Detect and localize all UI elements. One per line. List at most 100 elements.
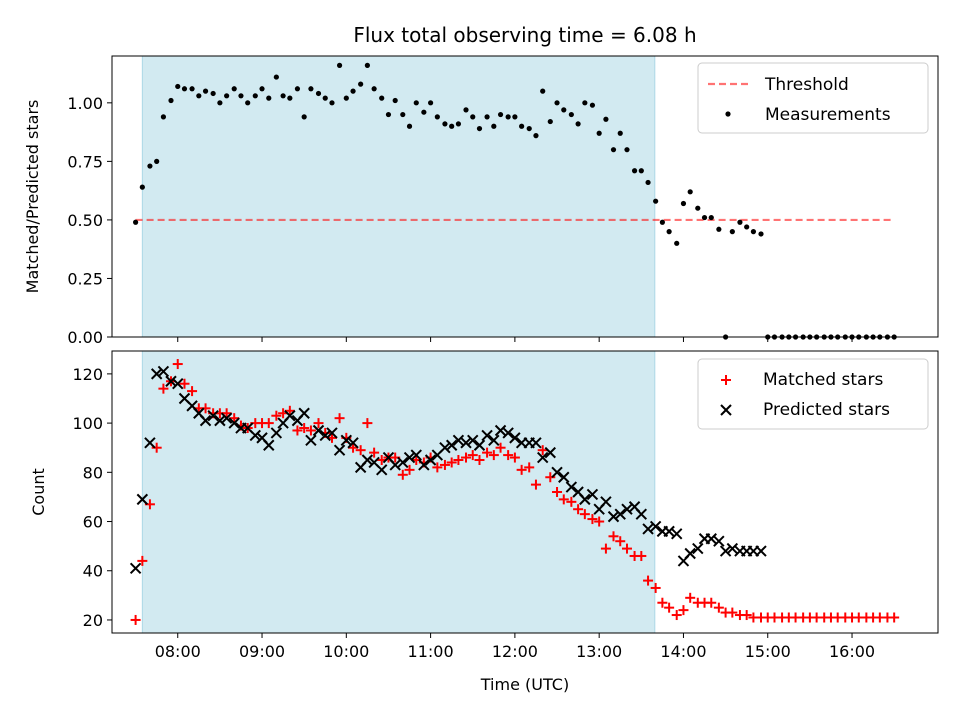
measurement-point [737, 219, 743, 225]
matched-star-point [446, 457, 457, 468]
predicted-star-point [530, 437, 542, 449]
predicted-star-point [445, 439, 458, 451]
matched-star-point [537, 445, 548, 456]
measurement-point [680, 200, 687, 207]
predicted-star-point [249, 429, 261, 442]
x-stroke-2 [382, 451, 395, 464]
matched-star-point [404, 464, 415, 475]
predicted-star-point [467, 434, 479, 447]
x-axis-label: Time (UTC) [480, 675, 569, 694]
measurement-point [259, 86, 265, 92]
measurement-point [168, 97, 174, 104]
x-stroke-2 [467, 434, 479, 447]
measurement-point [245, 100, 251, 106]
x-stroke-2 [720, 404, 732, 416]
matched-star-point [727, 607, 738, 618]
matched-star-point [558, 494, 569, 505]
measurement-point [512, 114, 518, 120]
measurement-point [202, 88, 209, 94]
measurement-point [575, 121, 581, 127]
x-stroke-2 [460, 437, 472, 449]
x-stroke-2 [397, 456, 409, 469]
measurement-point [659, 219, 665, 225]
predicted-star-point [418, 459, 430, 471]
matched-star-point [566, 496, 577, 507]
matched-star-point [137, 555, 148, 566]
x-stroke-2 [186, 400, 198, 412]
matched-star-point [453, 455, 464, 466]
x-stroke-2 [551, 466, 563, 479]
count-legend: Matched stars Predicted stars [697, 358, 929, 430]
matched-star-point [474, 455, 485, 466]
observing-window-shade-bottom [141, 350, 656, 634]
measurement-point [434, 114, 440, 120]
x-stroke-2 [270, 427, 283, 439]
x-stroke-2 [136, 493, 149, 506]
x-stroke-2 [621, 503, 633, 515]
measurement-point [744, 224, 750, 230]
predicted-star-point [488, 434, 500, 447]
matched-star-point [621, 543, 632, 554]
legend-matched-swatch [721, 375, 731, 385]
x-stroke-2 [473, 439, 486, 451]
predicted-star-point [361, 454, 374, 466]
matched-star-point [172, 359, 183, 370]
predicted-star-point [129, 562, 142, 574]
predicted-star-point [621, 503, 633, 515]
predicted-star-point [671, 528, 683, 540]
matched-star-point [594, 516, 605, 527]
x-stroke-2 [755, 545, 767, 557]
matched-star-point [467, 450, 478, 461]
measurement-point [364, 62, 370, 68]
predicted-star-point [305, 434, 317, 447]
measurement-point [406, 123, 413, 129]
x-stroke-2 [642, 523, 654, 535]
x-stroke-2 [340, 434, 353, 447]
x-stroke-2 [305, 434, 317, 447]
predicted-star-point [228, 417, 240, 429]
predicted-star-point [312, 424, 325, 437]
measurement-point [603, 116, 609, 122]
matched-star-point [362, 418, 373, 429]
matched-star-point [284, 405, 295, 416]
measurement-point [540, 88, 546, 94]
measurement-point [505, 114, 511, 120]
measurement-point [350, 88, 356, 94]
predicted-star-point [410, 449, 422, 461]
measurement-point [224, 93, 230, 99]
predicted-star-point [144, 437, 156, 449]
matched-star-point [355, 445, 366, 456]
measurement-point [329, 100, 335, 106]
measurement-point [413, 100, 419, 106]
matched-star-point [706, 597, 717, 608]
x-stroke-2 [607, 510, 620, 523]
x-stroke-2 [263, 439, 275, 451]
matched-star-point [461, 452, 471, 463]
ratio-legend-box [697, 62, 929, 134]
matched-star-point [292, 425, 303, 436]
matched-star-point [439, 459, 450, 470]
count-panel: 20 40 60 80 100 120 08:00 09:00 10:00 11:00 12:00… [29, 350, 939, 694]
matched-star-point [313, 418, 324, 429]
count-x-tick-label: 11:00 [408, 642, 454, 661]
matched-star-point [579, 509, 590, 520]
measurement-point [133, 219, 139, 225]
x-stroke-2 [347, 437, 359, 449]
x-stroke-2 [241, 422, 254, 434]
ratio-y-ticks: 0.00 0.25 0.50 0.75 1.00 [67, 94, 112, 347]
x-stroke-2 [530, 437, 542, 449]
measurement-point [252, 93, 258, 99]
matched-star-point [650, 582, 661, 593]
count-y-tick-label: 80 [83, 463, 103, 482]
predicted-star-point [544, 446, 556, 459]
matched-star-point [369, 447, 380, 458]
matched-star-point [151, 442, 162, 453]
measurement-point [666, 229, 672, 235]
x-stroke-2 [502, 427, 514, 439]
measurement-point [716, 226, 722, 232]
predicted-star-point [726, 542, 739, 555]
predicted-star-point [319, 429, 331, 442]
matched-star-point [334, 413, 345, 424]
count-x-tick-label: 12:00 [492, 642, 538, 661]
